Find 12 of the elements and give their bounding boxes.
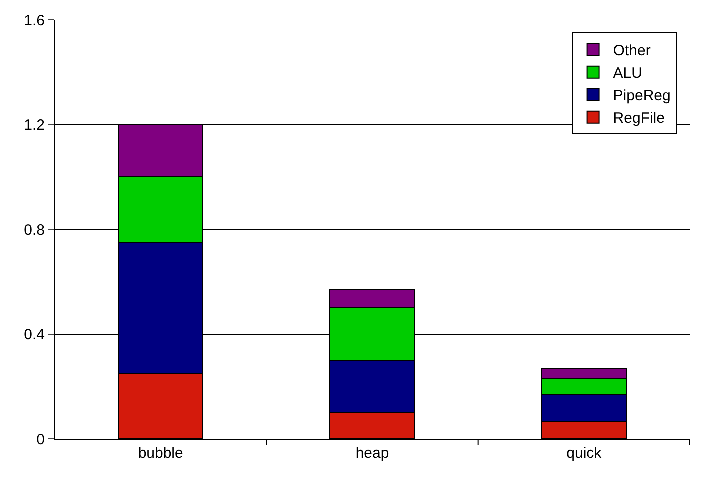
y-tick-label: 0.4 [24,326,45,344]
y-tick-label: 0 [36,431,45,448]
x-tick-label: heap [356,445,390,462]
y-tick-label: 0.8 [24,222,45,239]
legend-label: ALU [613,65,642,82]
legend-label: Other [613,42,651,60]
legend-label: RegFile [613,110,665,128]
legend-label: PipeReg [613,88,671,105]
x-tick-label: quick [566,445,602,462]
y-tick-label: 1.6 [24,12,45,30]
x-tick-label: bubble [138,445,184,462]
y-tick-label: 1.2 [24,117,45,134]
